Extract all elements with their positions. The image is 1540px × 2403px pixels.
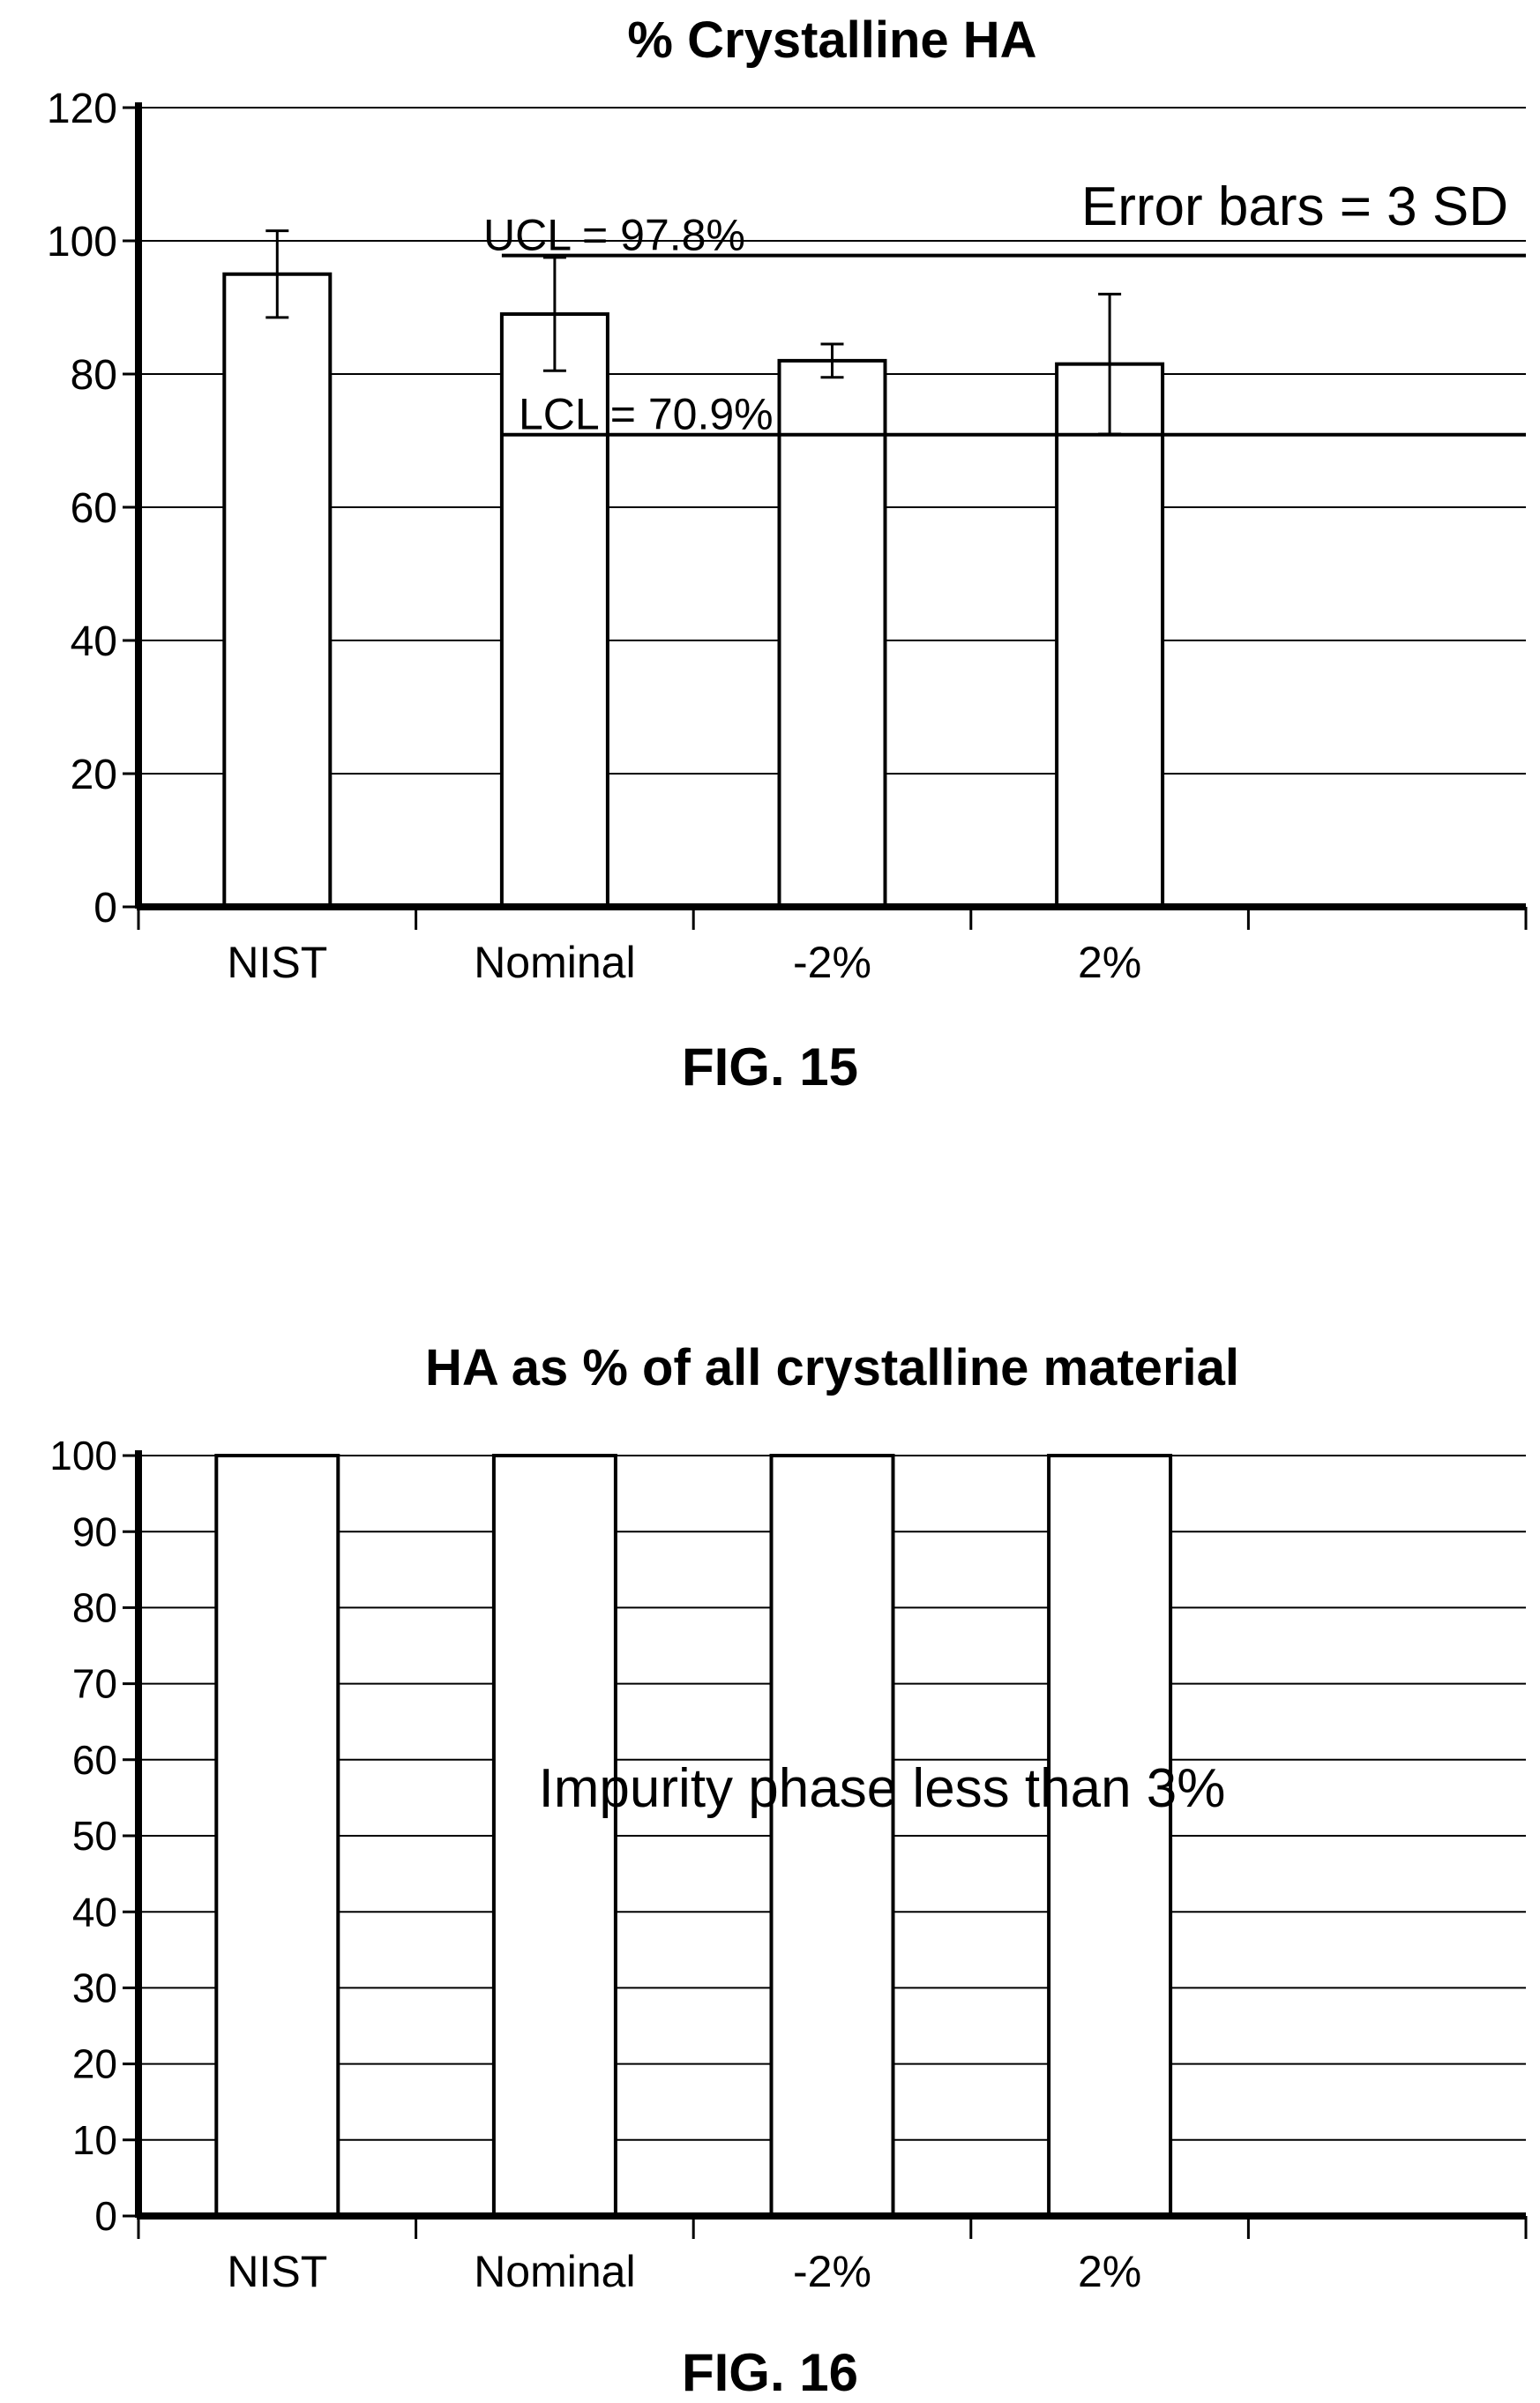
y-tick-label: 120 — [47, 86, 117, 132]
x-category-label: -2% — [793, 938, 871, 987]
y-tick-label: 60 — [71, 485, 117, 532]
y-tick-label: 20 — [72, 2041, 117, 2087]
y-tick-label: 80 — [71, 352, 117, 399]
bar — [214, 1454, 340, 2218]
bar — [1055, 362, 1165, 909]
y-tick-label: 40 — [72, 1889, 117, 1935]
x-category-label: -2% — [793, 2247, 871, 2296]
y-tick-label: 0 — [94, 2193, 117, 2239]
y-tick-label: 30 — [72, 1965, 117, 2011]
lcl-label: LCL = 70.9% — [519, 390, 774, 439]
ucl-label: UCL = 97.8% — [483, 211, 745, 260]
y-tick-label: 90 — [72, 1508, 117, 1554]
error-bars-annotation: Error bars = 3 SD — [1081, 176, 1508, 237]
x-category-label: NIST — [227, 2247, 327, 2296]
x-category-label: 2% — [1078, 938, 1141, 987]
y-tick-label: 100 — [49, 1433, 117, 1478]
y-tick-label: 40 — [71, 618, 117, 665]
y-tick-label: 100 — [47, 219, 117, 266]
bar — [1047, 1454, 1173, 2218]
bar — [777, 358, 887, 909]
chart-title: HA as % of all crystalline material — [425, 1339, 1239, 1396]
bar — [499, 312, 609, 909]
bar — [491, 1454, 617, 2218]
x-category-label: NIST — [227, 938, 327, 987]
figure-label-15: FIG. 15 — [681, 1037, 859, 1097]
y-tick-label: 70 — [72, 1661, 117, 1707]
y-tick-label: 50 — [72, 1813, 117, 1859]
y-tick-label: 60 — [72, 1737, 117, 1783]
crystalline-ha-chart: % Crystalline HA 0 20 40 60 80 100 120 NIST Nomin… — [47, 11, 1528, 987]
bar — [769, 1454, 895, 2218]
y-tick-label: 80 — [72, 1585, 117, 1631]
figure-label-16: FIG. 16 — [681, 2343, 859, 2402]
x-category-label: 2% — [1078, 2247, 1141, 2296]
x-category-label: Nominal — [474, 938, 635, 987]
y-tick-label: 10 — [72, 2117, 117, 2163]
chart-title: % Crystalline HA — [627, 11, 1036, 69]
bar — [222, 272, 333, 909]
ha-percent-chart: HA as % of all crystalline material 0 10 20… — [49, 1339, 1528, 2296]
y-tick-label: 0 — [93, 885, 117, 932]
impurity-annotation: Impurity phase less than 3% — [539, 1758, 1226, 1819]
y-tick-label: 20 — [71, 752, 117, 798]
x-category-label: Nominal — [474, 2247, 635, 2296]
